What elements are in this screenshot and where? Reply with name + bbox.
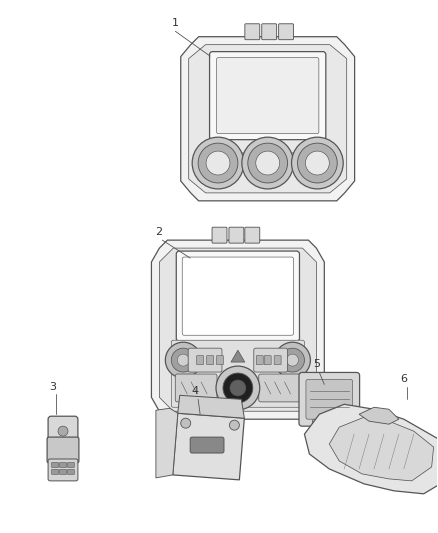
FancyBboxPatch shape [216, 356, 223, 365]
FancyBboxPatch shape [312, 419, 330, 439]
Circle shape [286, 354, 298, 366]
Circle shape [192, 137, 244, 189]
Text: 1: 1 [172, 18, 179, 28]
FancyBboxPatch shape [245, 227, 260, 243]
Polygon shape [156, 408, 178, 478]
Circle shape [256, 151, 279, 175]
Text: 5: 5 [313, 359, 320, 369]
FancyBboxPatch shape [216, 58, 319, 134]
FancyBboxPatch shape [245, 24, 260, 39]
Polygon shape [304, 404, 438, 494]
FancyBboxPatch shape [190, 437, 224, 453]
FancyBboxPatch shape [67, 470, 74, 474]
FancyBboxPatch shape [256, 356, 263, 365]
FancyBboxPatch shape [171, 340, 304, 407]
Polygon shape [208, 143, 327, 166]
FancyBboxPatch shape [212, 227, 227, 243]
FancyBboxPatch shape [188, 348, 222, 372]
FancyBboxPatch shape [52, 463, 59, 467]
Circle shape [216, 366, 260, 410]
FancyBboxPatch shape [182, 257, 293, 335]
Text: 3: 3 [49, 382, 57, 392]
Circle shape [248, 143, 288, 183]
Text: 4: 4 [191, 386, 199, 397]
FancyBboxPatch shape [197, 356, 204, 365]
Polygon shape [231, 350, 245, 362]
FancyBboxPatch shape [254, 348, 288, 372]
FancyBboxPatch shape [48, 416, 78, 442]
Polygon shape [181, 37, 355, 201]
Polygon shape [152, 240, 324, 419]
FancyBboxPatch shape [262, 24, 277, 39]
FancyBboxPatch shape [332, 419, 350, 439]
FancyBboxPatch shape [176, 251, 300, 341]
FancyBboxPatch shape [67, 463, 74, 467]
FancyBboxPatch shape [259, 374, 300, 402]
FancyBboxPatch shape [60, 463, 67, 467]
Polygon shape [359, 407, 399, 424]
Polygon shape [329, 417, 434, 481]
Circle shape [305, 151, 329, 175]
FancyBboxPatch shape [209, 52, 326, 140]
FancyBboxPatch shape [60, 470, 67, 474]
Circle shape [58, 426, 68, 436]
FancyBboxPatch shape [48, 459, 78, 481]
Circle shape [177, 354, 189, 366]
Polygon shape [262, 150, 274, 161]
Polygon shape [173, 413, 244, 480]
Circle shape [223, 373, 253, 403]
FancyBboxPatch shape [264, 356, 271, 365]
Circle shape [281, 348, 304, 372]
Circle shape [230, 380, 246, 396]
Circle shape [206, 151, 230, 175]
FancyBboxPatch shape [299, 373, 360, 426]
FancyBboxPatch shape [175, 374, 217, 402]
FancyBboxPatch shape [207, 356, 214, 365]
Text: 2: 2 [155, 227, 162, 237]
FancyBboxPatch shape [52, 470, 59, 474]
Circle shape [165, 342, 201, 378]
Text: 6: 6 [400, 374, 407, 384]
Circle shape [292, 137, 343, 189]
FancyBboxPatch shape [279, 24, 293, 39]
Circle shape [171, 348, 195, 372]
Circle shape [275, 342, 311, 378]
Circle shape [198, 143, 238, 183]
FancyBboxPatch shape [274, 356, 281, 365]
FancyBboxPatch shape [306, 379, 353, 419]
Circle shape [297, 143, 337, 183]
FancyBboxPatch shape [47, 437, 79, 463]
Circle shape [242, 137, 293, 189]
Polygon shape [189, 45, 347, 193]
FancyBboxPatch shape [229, 227, 244, 243]
Polygon shape [178, 395, 244, 418]
Polygon shape [159, 248, 316, 411]
Circle shape [181, 418, 191, 428]
Circle shape [230, 420, 240, 430]
